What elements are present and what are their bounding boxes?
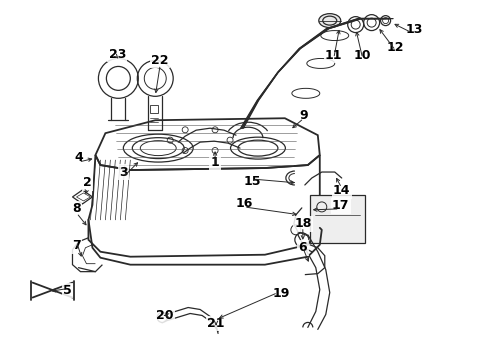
- Text: 20: 20: [156, 309, 174, 322]
- Text: 15: 15: [243, 175, 260, 189]
- Text: 5: 5: [63, 284, 72, 297]
- FancyBboxPatch shape: [309, 195, 364, 243]
- Text: 21: 21: [207, 317, 224, 330]
- Text: 23: 23: [108, 48, 126, 61]
- Text: 18: 18: [294, 217, 311, 230]
- Text: 10: 10: [353, 49, 371, 62]
- Text: 1: 1: [210, 156, 219, 168]
- Text: 19: 19: [272, 287, 289, 300]
- Text: 17: 17: [331, 199, 349, 212]
- Text: 4: 4: [74, 150, 82, 163]
- Text: 7: 7: [72, 239, 81, 252]
- Text: 9: 9: [299, 109, 307, 122]
- Text: 14: 14: [332, 184, 350, 197]
- Text: 12: 12: [386, 41, 404, 54]
- Ellipse shape: [318, 14, 340, 28]
- Text: 6: 6: [298, 241, 306, 254]
- Text: 16: 16: [235, 197, 252, 210]
- Text: 8: 8: [72, 202, 81, 215]
- Text: 22: 22: [151, 54, 169, 67]
- Text: 3: 3: [119, 166, 127, 179]
- Text: 11: 11: [325, 49, 342, 62]
- Text: 13: 13: [405, 23, 422, 36]
- Text: 2: 2: [83, 176, 92, 189]
